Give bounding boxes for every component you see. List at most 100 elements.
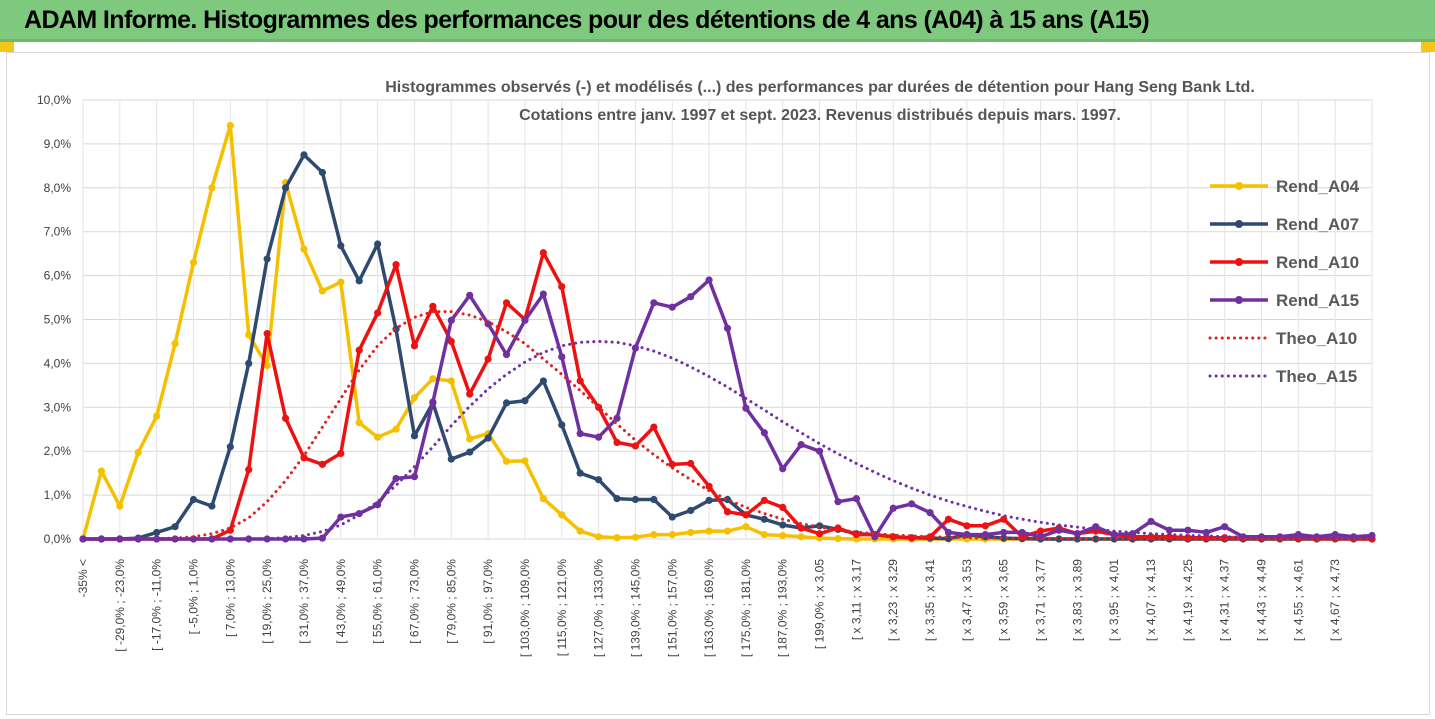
data-point	[595, 476, 603, 484]
x-tick-label: [ 19,0% ; 25,0%	[260, 559, 274, 644]
data-point	[926, 533, 934, 541]
data-point	[650, 299, 658, 307]
series-line	[83, 153, 1372, 541]
data-point	[723, 527, 732, 535]
data-point	[815, 522, 824, 530]
data-point	[539, 290, 547, 298]
data-point	[171, 340, 179, 348]
x-tick-label: -35% <	[76, 559, 90, 597]
data-point	[1202, 528, 1210, 537]
data-point	[1331, 531, 1339, 539]
y-tick-label: 4,0%	[44, 356, 72, 370]
y-tick-label: 2,0%	[44, 444, 72, 458]
data-point	[705, 527, 713, 535]
y-tick-label: 1,0%	[44, 488, 72, 502]
data-point	[631, 442, 640, 450]
x-tick-label: [ x 4,31 ; x 4,37	[1218, 559, 1232, 641]
data-point	[687, 293, 695, 301]
legend-item: Theo_A10	[1208, 329, 1357, 348]
data-point	[576, 430, 584, 438]
data-point	[429, 302, 437, 310]
data-point	[668, 460, 676, 468]
y-tick-label: 3,0%	[44, 400, 72, 414]
data-point	[300, 151, 308, 159]
data-point	[355, 419, 363, 427]
data-point	[834, 498, 842, 506]
data-point	[539, 377, 547, 385]
data-point	[705, 496, 713, 504]
data-point	[1036, 527, 1045, 535]
data-point	[760, 496, 768, 504]
data-point	[484, 355, 492, 363]
x-tick-label: [ 151,0% ; 157,0%	[665, 559, 679, 657]
data-point	[687, 506, 695, 515]
data-point	[650, 495, 658, 504]
data-point	[908, 500, 916, 508]
data-point	[447, 316, 455, 324]
data-point	[668, 513, 676, 521]
data-point	[392, 261, 400, 269]
data-point	[705, 482, 713, 490]
data-point	[1000, 528, 1008, 537]
legend-marker	[1235, 182, 1243, 190]
x-tick-label: [ -5,0% ; 1,0%	[186, 559, 200, 635]
x-tick-label: [ x 3,71 ; x 3,77	[1034, 559, 1048, 641]
data-point	[981, 522, 989, 530]
data-point	[1147, 517, 1155, 526]
x-tick-label: [ x 3,11 ; x 3,17	[849, 559, 863, 640]
data-point	[779, 531, 787, 540]
data-point	[558, 282, 566, 291]
data-point	[742, 404, 750, 412]
data-point	[650, 531, 658, 539]
data-point	[281, 535, 290, 543]
data-point	[410, 473, 419, 481]
x-tick-label: [ 79,0% ; 85,0%	[444, 559, 458, 644]
data-point	[208, 502, 216, 510]
data-point	[263, 361, 271, 370]
x-tick-label: [ 43,0% ; 49,0%	[334, 559, 348, 644]
series-Rend_A15	[79, 276, 1376, 543]
corner-accent-right	[1421, 42, 1435, 52]
x-tick-label: [ x 3,59 ; x 3,65	[997, 559, 1011, 641]
x-tick-label: [ x 3,95 ; x 4,01	[1107, 559, 1121, 641]
data-point	[981, 531, 989, 539]
data-point	[779, 465, 787, 473]
data-point	[797, 533, 805, 541]
legend-label: Rend_A04	[1276, 177, 1360, 196]
data-point	[447, 337, 455, 346]
page-title: ADAM Informe. Histogrammes des performan…	[24, 6, 1150, 34]
series-Rend_A07	[79, 151, 1376, 543]
data-point	[595, 533, 603, 541]
data-point	[208, 184, 216, 192]
data-point	[815, 447, 824, 455]
data-point	[1092, 523, 1100, 531]
data-point	[1184, 526, 1192, 534]
data-point	[687, 459, 695, 468]
data-point	[300, 535, 308, 543]
y-tick-label: 0,0%	[44, 532, 72, 546]
x-tick-label: [ 91,0% ; 97,0%	[481, 559, 495, 644]
chart-frame	[6, 52, 1430, 715]
chart-subtitle: Cotations entre janv. 1997 et sept. 2023…	[519, 107, 1121, 124]
data-point	[539, 495, 547, 503]
data-point	[631, 533, 640, 541]
data-point	[797, 524, 805, 532]
legend-label: Theo_A10	[1276, 329, 1357, 348]
data-point	[484, 434, 492, 442]
data-point	[466, 435, 474, 443]
x-tick-label: [ 7,0% ; 13,0%	[223, 559, 237, 637]
data-point	[355, 346, 363, 354]
data-point	[613, 438, 621, 447]
legend-item: Rend_A07	[1210, 215, 1359, 234]
data-point	[1092, 535, 1100, 543]
y-tick-label: 8,0%	[44, 181, 72, 195]
series-Theo_A10	[81, 310, 1374, 541]
data-point	[392, 425, 400, 433]
data-point	[742, 511, 750, 519]
x-axis: -35% < [ -29,0% ; -23,0% [ -17,0% ; -11,0%…	[76, 559, 1342, 657]
data-point	[245, 331, 253, 339]
data-point	[1221, 523, 1229, 531]
x-tick-label: [ -29,0% ; -23,0%	[113, 559, 127, 652]
x-tick-label: [ 199,0% ; x 3,05	[813, 559, 827, 649]
data-point	[613, 534, 621, 542]
